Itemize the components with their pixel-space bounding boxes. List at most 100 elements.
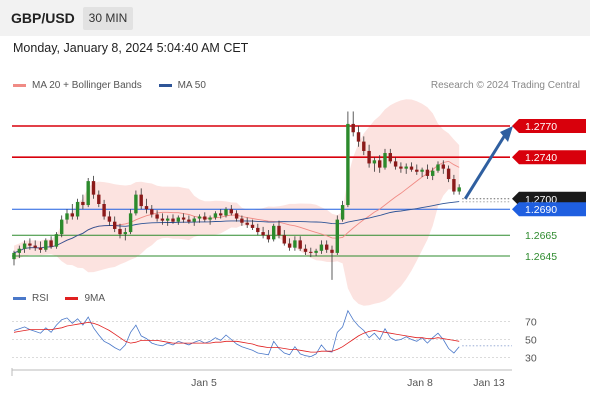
rsi-tick-label: 50 <box>525 335 537 347</box>
candle <box>319 244 324 251</box>
rsi-legend-label: RSI <box>32 293 49 304</box>
candle <box>372 160 377 164</box>
candle <box>118 228 122 235</box>
candle <box>293 240 297 248</box>
candle <box>298 240 302 249</box>
price-tag-1.2690: 1.2690 <box>512 202 586 217</box>
timestamp: Monday, January 8, 2024 5:04:40 AM CET <box>13 41 249 55</box>
copyright-text: Research © 2024 Trading Central <box>430 80 580 91</box>
candle <box>224 209 228 216</box>
candle <box>393 161 398 167</box>
candle <box>234 213 239 219</box>
candle <box>388 153 392 162</box>
rsi-tick-label: 30 <box>525 353 537 365</box>
candle <box>240 218 244 223</box>
candle <box>38 247 43 250</box>
candles-group <box>12 111 461 280</box>
candle <box>113 221 117 229</box>
candle <box>250 224 255 228</box>
candle <box>208 217 212 220</box>
candle <box>335 219 339 253</box>
ma20-legend-label: MA 20 + Bollinger Bands <box>32 80 142 91</box>
candle <box>86 181 90 206</box>
x-axis-label: Jan 5 <box>191 377 217 389</box>
projection-arrow-shaft <box>463 134 507 200</box>
price-legend: MA 20 + Bollinger Bands MA 50 <box>13 80 206 91</box>
candle <box>81 201 85 206</box>
candle <box>309 251 313 253</box>
candle <box>33 245 37 248</box>
candle <box>367 150 371 164</box>
candle <box>415 169 419 172</box>
candle <box>171 218 175 222</box>
candle <box>44 240 48 250</box>
candle <box>134 194 138 214</box>
candle <box>325 244 329 250</box>
candle <box>17 248 21 253</box>
ma50-legend-label: MA 50 <box>177 80 206 91</box>
candle <box>107 216 112 222</box>
projection-arrow-head <box>500 126 513 142</box>
candle <box>452 179 456 192</box>
x-axis-label: Jan 13 <box>473 377 505 389</box>
price-tag-bg <box>512 202 586 217</box>
bollinger-band <box>14 99 460 306</box>
candle <box>272 225 276 240</box>
candle <box>22 243 27 249</box>
rsi-line <box>13 309 460 358</box>
candle <box>330 249 334 253</box>
candle <box>404 166 408 169</box>
candle <box>425 169 430 176</box>
price-tag-bg <box>512 119 586 133</box>
candle <box>287 243 292 248</box>
candle <box>139 194 143 207</box>
price-tag-1.2740: 1.2740 <box>512 150 586 165</box>
candle <box>409 166 414 170</box>
candle <box>176 217 180 222</box>
candle <box>155 214 159 219</box>
candle <box>91 181 96 195</box>
candle <box>97 194 101 204</box>
candle <box>256 227 260 233</box>
price-tag-label: 1.2690 <box>525 204 557 216</box>
candle <box>282 235 286 244</box>
candle <box>219 213 223 216</box>
level-label-1.2665: 1.2665 <box>525 230 557 242</box>
candle <box>457 187 461 192</box>
candle <box>277 225 281 236</box>
candle <box>102 204 106 217</box>
candle <box>446 168 451 180</box>
candle <box>181 217 186 220</box>
candle <box>266 235 271 240</box>
timeframe-button[interactable]: 30 MIN <box>83 7 133 30</box>
candle <box>150 209 154 215</box>
candle <box>123 232 127 235</box>
candle <box>229 209 233 214</box>
price-tag-label: 1.2770 <box>525 121 557 133</box>
x-axis-label: Jan 8 <box>407 377 433 389</box>
candle <box>187 219 191 222</box>
candle <box>75 201 80 217</box>
level-label-1.2645: 1.2645 <box>525 251 557 263</box>
rsi-legend: RSI 9MA <box>13 293 105 304</box>
rsi-ma-legend-label: 9MA <box>84 293 106 304</box>
candle <box>128 213 133 233</box>
candle <box>12 252 16 260</box>
price-tag-1.2770: 1.2770 <box>512 119 586 133</box>
candle <box>65 213 69 220</box>
candle <box>362 141 366 151</box>
candle <box>303 248 308 252</box>
candle <box>28 243 32 246</box>
price-tag-label: 1.2740 <box>525 152 557 164</box>
candle <box>441 164 445 169</box>
rsi-ma-line <box>13 321 460 353</box>
candle <box>340 205 345 220</box>
candle <box>356 132 361 142</box>
candle <box>383 153 387 168</box>
rsi-ma-legend-swatch <box>65 296 79 300</box>
candle <box>399 166 403 169</box>
price-tag-bg <box>512 150 586 165</box>
ma50-legend-swatch <box>158 83 172 87</box>
candle <box>431 170 435 176</box>
